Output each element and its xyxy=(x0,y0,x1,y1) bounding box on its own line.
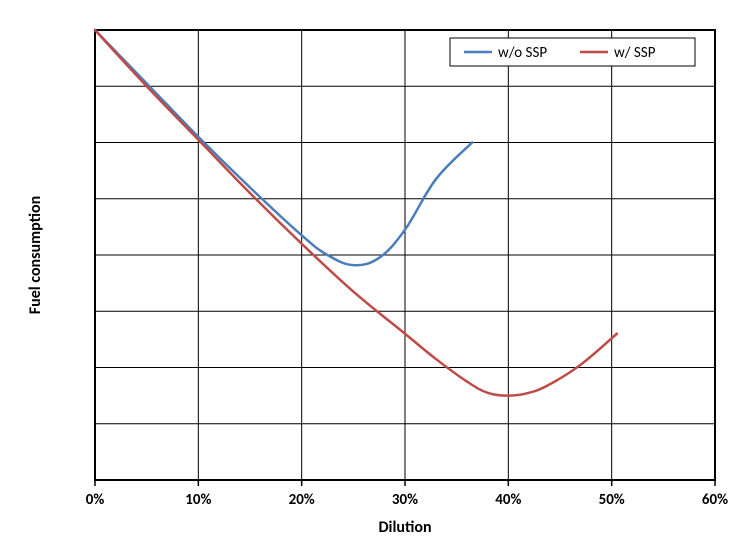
x-axis-title: Dilution xyxy=(378,518,431,537)
chart-container: { "chart": { "type": "line", "background… xyxy=(0,0,751,552)
x-tick-label: 0% xyxy=(86,491,105,509)
x-tick-label: 20% xyxy=(289,491,315,509)
legend-label: w/ SSP xyxy=(614,44,656,62)
x-tick-label: 40% xyxy=(495,491,521,509)
line-chart: 0% 10% 20% 30% 40% 50% 60% Dilution Fuel consump… xyxy=(0,0,751,552)
x-tick-label: 60% xyxy=(702,491,728,509)
x-tick-label: 30% xyxy=(392,491,418,509)
x-tick-label: 10% xyxy=(185,491,211,509)
legend-label: w/o SSP xyxy=(498,44,547,62)
x-tick-label: 50% xyxy=(599,491,625,509)
y-axis-title: Fuel consumption xyxy=(26,196,45,314)
